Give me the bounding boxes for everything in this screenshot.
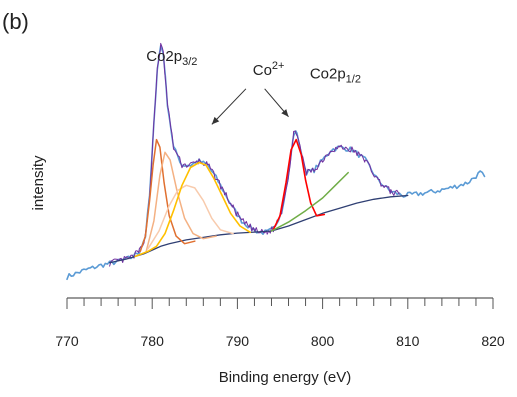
x-tick-label: 800	[311, 333, 335, 349]
series-line	[108, 194, 409, 264]
x-tick-label: 820	[481, 333, 505, 349]
panel-label: (b)	[2, 9, 29, 34]
x-axis-title: Binding energy (eV)	[219, 369, 352, 386]
annotation-arrows	[211, 88, 289, 125]
peak-annotation: Co2p1/2	[310, 66, 361, 86]
series-line	[109, 42, 400, 267]
x-tick-label: 780	[141, 333, 165, 349]
peak-annotation: Co2+	[253, 60, 285, 79]
annotation-layer: Co2p3/2 Co2+ Co2p1/2	[146, 48, 361, 86]
series-layer	[66, 42, 486, 281]
peak-annotation: Co2p3/2	[146, 48, 197, 68]
y-axis-title: intensity	[30, 155, 47, 211]
series-line	[270, 171, 349, 232]
x-tick-label: 790	[226, 333, 250, 349]
x-axis-tick-labels: 770 780 790 800 810 820	[55, 333, 505, 349]
series-line	[145, 151, 217, 253]
arrow-head	[281, 109, 289, 117]
x-tick-label: 770	[55, 333, 79, 349]
arrow-head	[211, 116, 220, 125]
x-axis-ticks	[66, 298, 494, 309]
series-line	[147, 184, 234, 250]
series-line	[139, 138, 196, 253]
series-line	[272, 138, 326, 231]
x-tick-label: 810	[396, 333, 420, 349]
series-line	[134, 161, 251, 258]
arrow-line	[211, 88, 247, 125]
